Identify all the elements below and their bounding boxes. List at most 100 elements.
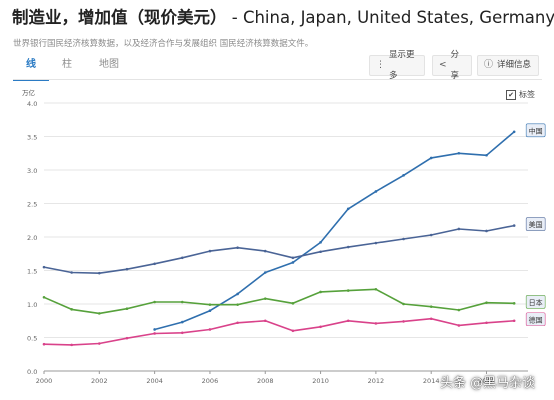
data-point <box>153 262 156 266</box>
data-point <box>374 241 378 245</box>
series-end-label-box <box>525 312 546 327</box>
y-axis-label: 万亿 <box>22 88 36 97</box>
labels-checkbox[interactable]: ✔ <box>506 89 516 100</box>
data-point <box>236 303 239 306</box>
data-point <box>402 237 405 241</box>
data-point <box>125 307 129 310</box>
data-point <box>512 319 516 323</box>
data-point <box>153 332 156 335</box>
data-point <box>512 130 516 134</box>
series-end-label-box <box>525 295 546 309</box>
data-point <box>374 322 378 325</box>
data-point <box>180 320 184 324</box>
data-point <box>402 320 405 323</box>
x-tick-label: 2004 <box>146 377 163 385</box>
series-line <box>43 288 515 315</box>
data-point <box>485 229 488 233</box>
details-button[interactable]: ⓘ 详细信息 <box>477 55 539 76</box>
y-tick-label: 4.0 <box>27 100 37 108</box>
y-tick-label: 1.0 <box>27 301 37 309</box>
data-point <box>42 296 46 299</box>
tab-divider <box>13 79 542 80</box>
data-point <box>346 319 350 323</box>
x-tick-label: 2006 <box>202 377 219 385</box>
labels-toggle-label: 标签 <box>519 90 535 99</box>
share-label: 分享 <box>450 49 460 81</box>
data-point <box>457 227 461 231</box>
data-point <box>429 317 433 321</box>
data-point <box>319 250 322 254</box>
data-point <box>125 336 129 340</box>
share-button[interactable]: < 分享 <box>432 50 472 81</box>
data-point <box>236 321 239 325</box>
page-title: 制造业，增加值（现价美元） - China, Japan, United Sta… <box>12 4 554 28</box>
data-point <box>263 319 267 323</box>
data-point <box>153 328 156 331</box>
x-tick-label: 2012 <box>368 377 385 385</box>
y-tick-label: 2.0 <box>27 234 37 242</box>
data-point <box>42 265 46 269</box>
y-tick-label: 0.5 <box>27 335 37 343</box>
tab-bar[interactable]: 柱 <box>62 59 72 70</box>
series-end-label: 德国 <box>529 315 543 324</box>
y-tick-label: 3.5 <box>27 134 37 142</box>
data-point <box>236 292 239 296</box>
data-point <box>42 342 46 346</box>
data-point <box>98 312 101 315</box>
data-point <box>291 256 295 260</box>
series-line <box>43 317 515 346</box>
y-tick-label: 1.5 <box>27 268 37 276</box>
data-point <box>402 174 405 177</box>
info-icon: ⓘ <box>484 60 494 70</box>
data-point <box>485 301 488 304</box>
watermark: 头条 @黑马杂谈 <box>440 376 536 391</box>
data-point <box>70 308 73 311</box>
data-point <box>346 289 350 292</box>
labels-toggle[interactable]: ✔ 标签 <box>506 89 535 100</box>
y-tick-label: 0.0 <box>27 368 37 376</box>
data-point <box>70 343 73 347</box>
data-point <box>429 156 433 160</box>
title-main: 制造业，增加值（现价美元） <box>12 8 227 27</box>
x-tick-label: 2008 <box>257 377 274 385</box>
data-point <box>236 246 239 250</box>
series-line <box>43 224 515 275</box>
data-point <box>291 261 295 264</box>
data-point <box>208 309 212 313</box>
data-point <box>125 267 129 271</box>
data-point <box>263 297 267 300</box>
details-label: 详细信息 <box>497 60 532 70</box>
data-point <box>512 224 516 227</box>
series-end-label-box <box>525 123 546 138</box>
data-point <box>457 151 461 155</box>
data-point <box>319 241 322 244</box>
series-end-label-box <box>525 217 546 231</box>
show-more-button[interactable]: ⋮ 显示更多 <box>369 50 425 81</box>
data-point <box>70 271 73 274</box>
tab-line[interactable]: 线 <box>13 53 49 81</box>
x-tick-label: 2000 <box>36 377 53 385</box>
data-point <box>457 308 461 312</box>
data-point <box>208 303 212 306</box>
tab-map[interactable]: 地图 <box>99 59 119 70</box>
series-line <box>154 131 515 331</box>
data-point <box>346 245 350 249</box>
data-point <box>374 287 378 291</box>
data-point <box>319 325 322 329</box>
series-end-label: 日本 <box>529 298 543 307</box>
share-icon: < <box>439 60 447 70</box>
data-point <box>291 329 295 333</box>
data-point <box>429 233 433 237</box>
x-tick-label: 2010 <box>312 377 329 385</box>
x-tick-label: 2002 <box>91 377 108 385</box>
data-point <box>98 342 101 345</box>
x-tick-label: 2014 <box>423 377 440 385</box>
title-countries: - China, Japan, United States, Germany <box>226 8 554 27</box>
y-tick-label: 3.0 <box>27 167 37 175</box>
data-point <box>402 302 405 306</box>
series-end-label: 美国 <box>529 220 543 229</box>
data-point <box>263 249 267 253</box>
data-point <box>208 249 212 253</box>
x-tick-label: 2016 <box>478 377 495 385</box>
